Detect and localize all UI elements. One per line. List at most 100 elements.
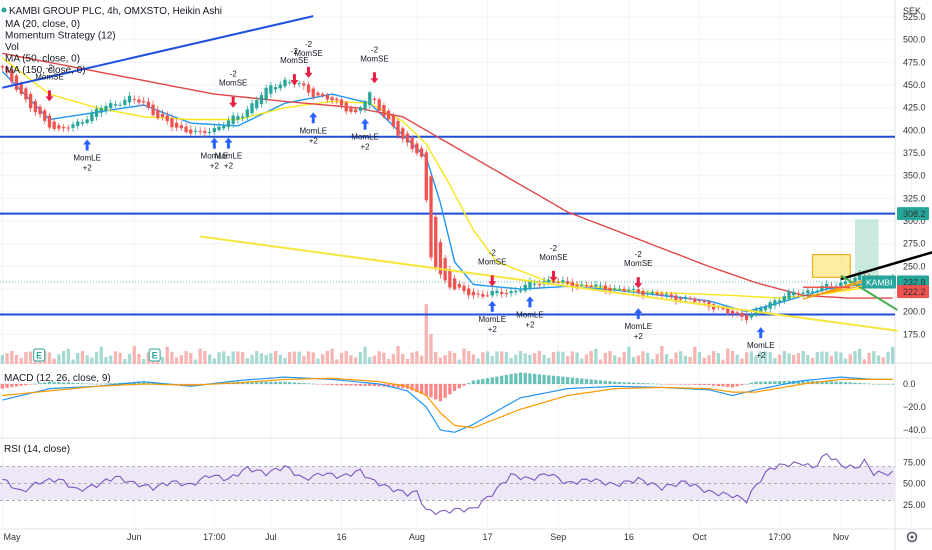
volume-bar bbox=[631, 357, 636, 364]
candle bbox=[269, 81, 273, 98]
price-tick-label: 475.0 bbox=[903, 57, 926, 67]
volume-bar bbox=[311, 352, 315, 364]
volume-bar bbox=[76, 352, 80, 364]
macd-hist-bar bbox=[255, 381, 259, 384]
price-tick-label: 200.0 bbox=[903, 307, 926, 317]
signal-label: MomLE bbox=[351, 133, 379, 142]
candle bbox=[518, 286, 523, 294]
macd-hist-bar bbox=[547, 375, 551, 384]
candle bbox=[137, 95, 141, 107]
candle bbox=[283, 76, 287, 89]
candle bbox=[264, 84, 268, 104]
signal-label: MomSE bbox=[624, 259, 652, 268]
candle bbox=[174, 118, 179, 132]
macd-hist-bar bbox=[773, 381, 777, 384]
candle bbox=[217, 122, 221, 132]
earnings-icon[interactable] bbox=[33, 348, 46, 362]
volume-bar bbox=[226, 356, 231, 364]
candle bbox=[825, 280, 829, 291]
volume-bar bbox=[749, 351, 753, 364]
volume-bar bbox=[688, 356, 692, 364]
volume-bar bbox=[174, 357, 179, 364]
macd-hist-bar bbox=[43, 382, 47, 384]
volume-bar bbox=[608, 351, 612, 364]
trendline-3 bbox=[840, 274, 898, 311]
macd-hist-bar bbox=[325, 384, 330, 385]
macd-hist-bar bbox=[744, 384, 749, 385]
volume-bar bbox=[104, 357, 108, 364]
candle bbox=[240, 112, 245, 122]
volume-bar bbox=[806, 354, 810, 364]
x-tick-label: May bbox=[3, 532, 21, 542]
macd-hist-bar bbox=[551, 375, 556, 384]
macd-hist-bar bbox=[801, 380, 805, 384]
volume-bar bbox=[353, 357, 358, 364]
candle bbox=[99, 104, 103, 117]
volume-bar bbox=[90, 357, 94, 364]
volume-bar bbox=[834, 351, 838, 364]
long-signal bbox=[488, 300, 497, 312]
volume-bar bbox=[137, 354, 141, 364]
volume-bar bbox=[325, 351, 330, 364]
signal-count: +2 bbox=[525, 320, 535, 329]
volume-bar bbox=[184, 351, 188, 364]
price-tick-label: 525.0 bbox=[903, 12, 926, 22]
candle bbox=[481, 290, 485, 300]
signal-count: -2 bbox=[291, 47, 299, 56]
volume-bar bbox=[476, 358, 480, 364]
candle bbox=[118, 101, 122, 107]
earnings-icon[interactable] bbox=[148, 348, 161, 362]
macd-hist-bar bbox=[820, 381, 824, 384]
volume-bar bbox=[146, 352, 151, 364]
volume-bar bbox=[655, 353, 659, 364]
macd-hist-bar bbox=[269, 381, 273, 384]
candle bbox=[47, 113, 52, 130]
gear-icon[interactable] bbox=[906, 531, 918, 543]
candle bbox=[123, 96, 127, 108]
macd-hist-bar bbox=[782, 381, 786, 384]
volume-bar bbox=[457, 359, 461, 364]
volume-bar bbox=[622, 351, 626, 364]
volume-bar bbox=[339, 352, 344, 364]
volume-bar bbox=[429, 334, 433, 364]
volume-bar bbox=[278, 354, 282, 364]
volume-bar bbox=[127, 353, 132, 364]
volume-bar bbox=[730, 351, 735, 364]
volume-bar bbox=[240, 352, 245, 364]
x-tick-label: 17 bbox=[483, 532, 493, 542]
macd-hist-bar bbox=[80, 383, 85, 384]
volume-bar bbox=[683, 355, 688, 364]
long-signal bbox=[634, 308, 643, 320]
rsi-tick-label: 75.00 bbox=[903, 457, 926, 467]
candle bbox=[104, 102, 108, 115]
volume-bar bbox=[490, 356, 494, 364]
indicator-label: Momentum Strategy (12) bbox=[5, 31, 116, 42]
signal-label: MomLE bbox=[73, 153, 101, 162]
volume-bar bbox=[382, 352, 386, 364]
x-tick-label: Jun bbox=[127, 532, 142, 542]
volume-bar bbox=[236, 351, 240, 364]
long-signal bbox=[525, 296, 534, 308]
candle bbox=[490, 287, 494, 298]
candle bbox=[744, 312, 749, 324]
macd-hist-bar bbox=[858, 383, 862, 384]
volume-bar bbox=[735, 354, 739, 364]
candle bbox=[339, 97, 344, 110]
volume-bar bbox=[556, 351, 560, 364]
volume-bar bbox=[222, 351, 226, 364]
candle bbox=[38, 104, 42, 119]
macd-hist-bar bbox=[504, 374, 509, 384]
candle bbox=[622, 285, 626, 293]
macd-hist-bar bbox=[429, 384, 433, 398]
volume-bar bbox=[386, 359, 391, 364]
volume-bar bbox=[118, 352, 122, 364]
volume-bar bbox=[565, 356, 570, 364]
macd-hist-bar bbox=[664, 384, 669, 385]
volume-bar bbox=[801, 351, 805, 364]
candle bbox=[575, 281, 579, 291]
volume-bar bbox=[598, 359, 603, 364]
trendline-1 bbox=[200, 235, 898, 332]
signal-label: MomLE bbox=[201, 152, 229, 161]
candle bbox=[146, 97, 151, 111]
macd-hist-bar bbox=[415, 384, 419, 393]
